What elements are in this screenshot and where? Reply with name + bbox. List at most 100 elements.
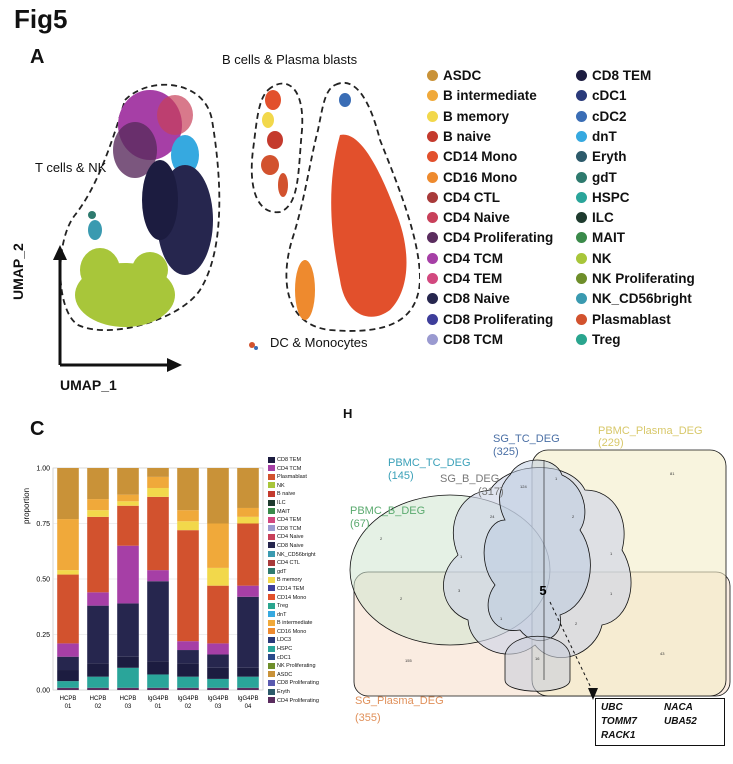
bar-segment-cd8-naive <box>177 650 199 664</box>
bar-segment-cd8-naive <box>237 596 259 668</box>
bar-legend-swatch <box>268 662 275 669</box>
bar-legend-label: CD8 Naive <box>277 542 304 549</box>
bar-legend-swatch <box>268 508 275 515</box>
legend-item-eryth: Eryth <box>576 147 627 167</box>
legend-swatch <box>427 110 438 122</box>
y-tick-label: 0.00 <box>36 688 50 695</box>
legend-label: NK Proliferating <box>592 271 695 286</box>
legend-swatch <box>576 70 587 81</box>
bar-segment-hspc <box>57 681 79 688</box>
bar-legend-swatch <box>268 585 275 592</box>
bar-legend-label: B naive <box>277 491 296 498</box>
legend-label: CD14 Mono <box>443 149 518 165</box>
bar-legend-item: CD8 TCM <box>268 525 338 534</box>
bar-legend-item: CD14 Mono <box>268 594 338 603</box>
legend-label: ILC <box>592 210 614 226</box>
bar-legend-label: ILC <box>277 499 286 506</box>
legend-label: Plasmablast <box>592 311 671 327</box>
y-tick-label: 1.00 <box>36 466 50 473</box>
legend-swatch <box>576 252 587 264</box>
bar-segment-cd8-tem <box>117 656 139 668</box>
legend-label: CD8 TEM <box>592 68 652 83</box>
bar-segment-cd4-tcm <box>57 643 79 657</box>
bar-legend-label: CD8 Proliferating <box>277 680 319 687</box>
bar-segment-b-memory <box>207 567 229 586</box>
bar-segment-cd4-proliferating <box>87 687 109 690</box>
legend-swatch <box>427 273 438 284</box>
legend-label: CD4 CTL <box>443 189 500 205</box>
bar-segment-cd4-proliferating <box>177 687 199 690</box>
umap2-arrow <box>53 245 67 260</box>
bar-legend-swatch <box>268 688 275 695</box>
svg-text:124: 124 <box>520 484 527 489</box>
legend-label: CD8 TCM <box>443 331 503 347</box>
bar-legend-item: CD8 TEM <box>268 456 338 465</box>
bar-legend-item: Eryth <box>268 688 338 697</box>
bar-legend-item: ASDC <box>268 671 338 680</box>
x-tick-label: 02 <box>185 704 192 710</box>
svg-text:2: 2 <box>575 621 578 626</box>
venn-count-pbmc-plasma: (229) <box>598 437 624 449</box>
legend-item-cdc1: cDC1 <box>576 86 627 106</box>
legend-label: Eryth <box>592 149 627 165</box>
venn-label-sg-b: SG_B_DEG <box>440 473 500 485</box>
legend-label: Treg <box>592 331 621 347</box>
gene-ubc: UBC <box>601 702 623 713</box>
bar-segment-hspc <box>147 674 169 688</box>
legend-item-cd4-naive: CD4 Naive <box>427 208 510 228</box>
group-label-t-nk: T cells & NK <box>35 160 107 175</box>
svg-text:2: 2 <box>400 596 403 601</box>
bar-legend-swatch <box>268 525 275 532</box>
bar-legend-label: B memory <box>277 577 303 584</box>
x-tick-label: 04 <box>245 704 252 710</box>
bar-legend-item: B naive <box>268 490 338 499</box>
bar-legend-label: NK Proliferating <box>277 663 316 670</box>
bar-segment-asdc <box>117 468 139 495</box>
legend-item-treg: Treg <box>576 330 621 350</box>
legend-label: NK_CD56bright <box>592 291 692 307</box>
bar-segment-b-intermediate <box>237 507 259 517</box>
x-tick-label: IgG4PB <box>177 696 198 702</box>
bar-segment-cd8-tem <box>57 670 79 682</box>
legend-item-nk-proliferating: NK Proliferating <box>576 269 695 289</box>
svg-text:1: 1 <box>610 591 613 596</box>
bar-legend-swatch <box>268 516 275 523</box>
x-tick-label: HCPB <box>90 696 107 702</box>
bar-segment-b-memory <box>87 510 109 517</box>
legend-item-cd8-tcm: CD8 TCM <box>427 330 503 350</box>
bar-legend-item: CD4 Naive <box>268 533 338 542</box>
group-label-b-plasma: B cells & Plasma blasts <box>222 52 358 67</box>
legend-swatch <box>427 252 438 264</box>
bar-segment-cd8-naive <box>207 654 229 668</box>
legend-item-gdt: gdT <box>576 168 617 188</box>
bar-legend-swatch <box>268 637 275 644</box>
bar-legend-swatch <box>268 679 275 686</box>
legend-item-cd16-mono: CD16 Mono <box>427 168 517 188</box>
venn-label-sg-tc: SG_TC_DEG <box>493 433 560 445</box>
legend-swatch <box>576 313 587 325</box>
bar-legend-swatch <box>268 654 275 661</box>
bar-legend-item: dnT <box>268 611 338 620</box>
bar-legend-swatch <box>268 559 275 566</box>
bar-legend-item: CD4 CTL <box>268 559 338 568</box>
bar-segment-plasmablast <box>237 523 259 586</box>
umap1-arrow <box>167 358 182 372</box>
bar-segment-cd4-proliferating <box>117 687 139 690</box>
venn-count-pbmc-tc: (145) <box>388 470 414 482</box>
svg-text:1: 1 <box>610 551 613 556</box>
legend-label: CD4 TEM <box>443 271 503 286</box>
venn-count-sg-b: (317) <box>478 486 504 498</box>
legend-label: gdT <box>592 169 617 185</box>
legend-swatch <box>427 191 438 203</box>
legend-item-cd14-mono: CD14 Mono <box>427 147 517 167</box>
bar-segment-asdc <box>57 468 79 520</box>
venn-arrow-head <box>588 688 598 700</box>
legend-swatch <box>427 90 438 102</box>
bar-segment-plasmablast <box>207 585 229 644</box>
bar-segment-asdc <box>237 468 259 508</box>
legend-item-cd4-proliferating: CD4 Proliferating <box>427 228 553 248</box>
cluster-dc-mono <box>295 93 407 320</box>
bar-legend-label: Plasmablast <box>277 474 307 481</box>
bar-legend-label: CD4 Proliferating <box>277 697 319 704</box>
bar-legend-swatch <box>268 697 275 704</box>
